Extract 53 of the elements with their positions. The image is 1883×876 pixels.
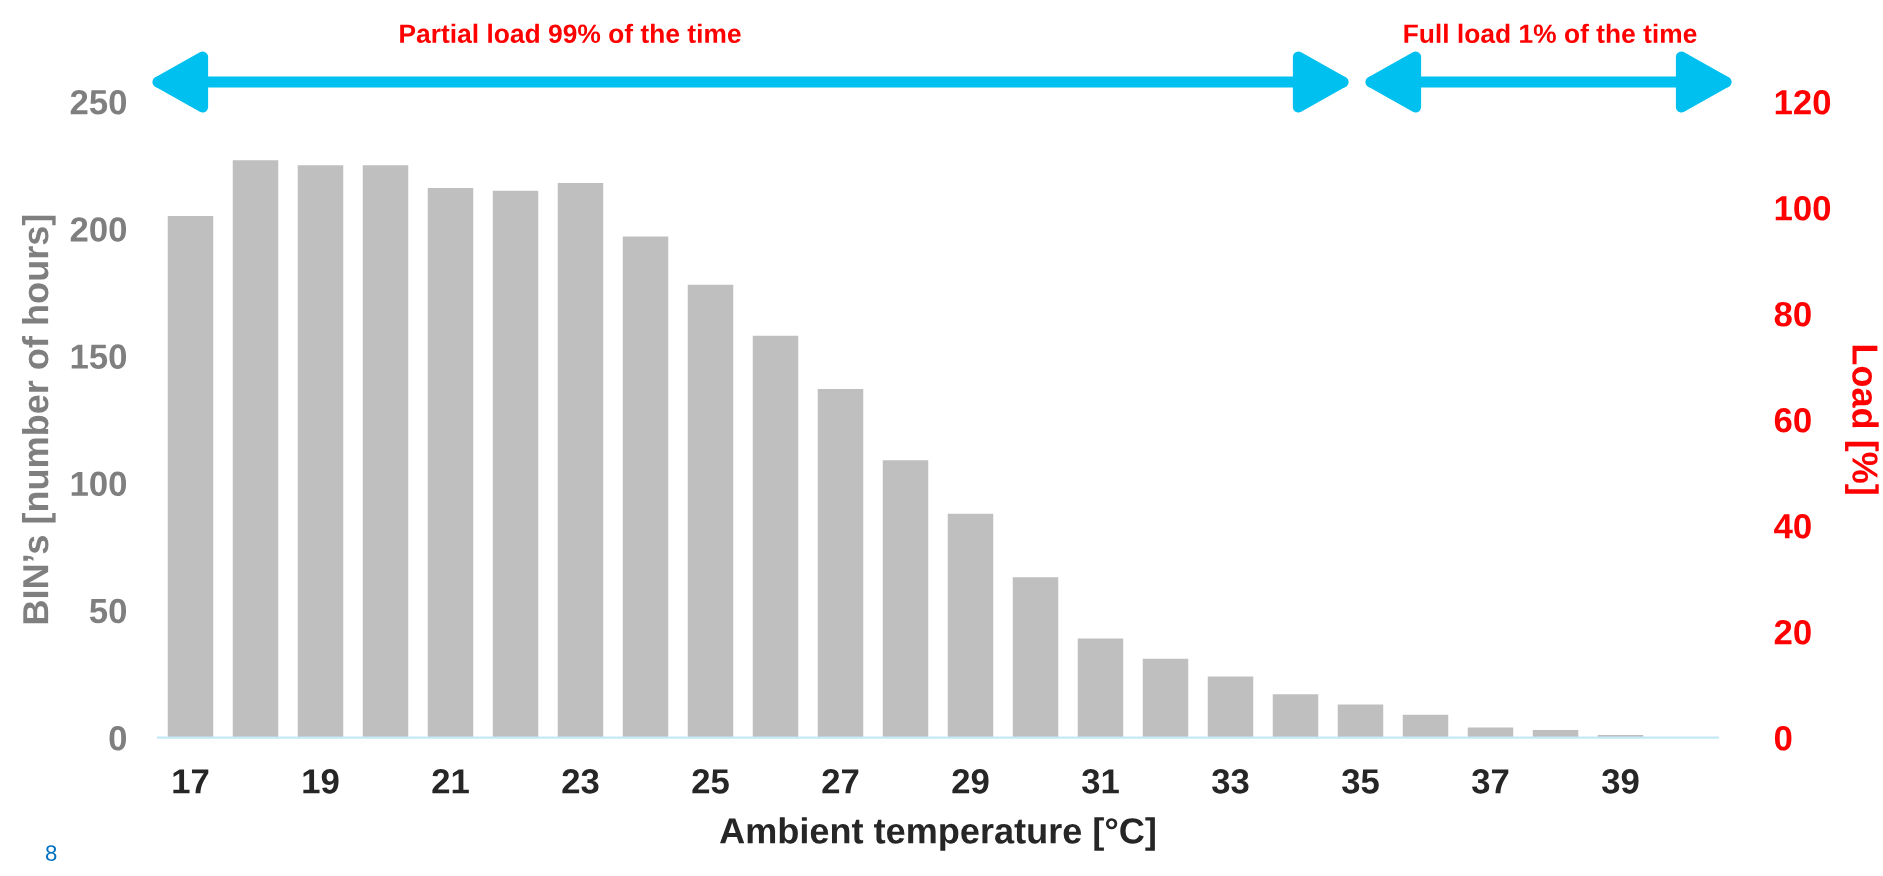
bar	[817, 389, 864, 738]
y2-tick-label: 40	[1774, 513, 1811, 539]
bar	[752, 335, 799, 738]
bar	[232, 160, 279, 738]
bar	[167, 216, 214, 738]
x-tick-label: 37	[1471, 769, 1509, 794]
y2-tick-label: 80	[1774, 301, 1811, 327]
y-tick-label: 0	[109, 725, 127, 751]
bar	[1532, 729, 1579, 738]
bar	[1142, 658, 1189, 738]
y2-tick-label: 100	[1775, 195, 1831, 221]
bar	[1012, 577, 1059, 738]
x-tick-label: 23	[562, 769, 599, 794]
bar	[492, 190, 539, 738]
y-tick-label: 50	[89, 598, 127, 624]
x-tick-label: 33	[1211, 769, 1249, 794]
y2-tick-label: 0	[1774, 725, 1792, 751]
x-tick-label: 29	[952, 769, 989, 794]
bar	[1272, 694, 1319, 738]
y-tick-label: 150	[71, 344, 127, 369]
y2-tick-label: 60	[1774, 407, 1811, 433]
x-tick-label: 25	[692, 769, 729, 794]
bar	[1207, 676, 1254, 738]
text: Full load 1% of the time	[1404, 23, 1697, 44]
x-tick-label: 19	[303, 769, 339, 794]
bar	[1337, 704, 1384, 738]
bar	[882, 460, 929, 738]
y-axis-title: BIN’s [number of hours]	[21, 215, 56, 624]
x-tick-label: 17	[173, 769, 209, 794]
x-tick-label: 39	[1601, 769, 1639, 794]
bar	[947, 513, 994, 738]
y-tick-label: 200	[70, 217, 127, 242]
bar	[557, 183, 604, 738]
y2-axis-title: Load [%]	[1845, 345, 1879, 494]
bar	[1077, 638, 1124, 738]
bar	[1402, 714, 1449, 738]
y2-tick-label: 120	[1775, 89, 1831, 115]
y2-tick-label: 20	[1774, 619, 1811, 645]
bar	[622, 236, 669, 738]
y-tick-label: 100	[71, 471, 127, 497]
x-tick-label: 31	[1081, 769, 1119, 794]
bar	[362, 165, 409, 738]
text: Partial load 99% of the time	[400, 23, 741, 44]
bar	[687, 284, 734, 738]
x-tick-label: 35	[1341, 769, 1379, 794]
bar	[427, 188, 474, 738]
bar	[297, 165, 344, 738]
x-axis-title: Ambient temperature [°C]	[720, 817, 1155, 851]
x-tick-label: 21	[432, 769, 469, 794]
text: 8	[45, 845, 57, 861]
y-tick-label: 250	[70, 89, 127, 115]
x-tick-label: 27	[822, 769, 859, 794]
bar	[1467, 727, 1514, 738]
